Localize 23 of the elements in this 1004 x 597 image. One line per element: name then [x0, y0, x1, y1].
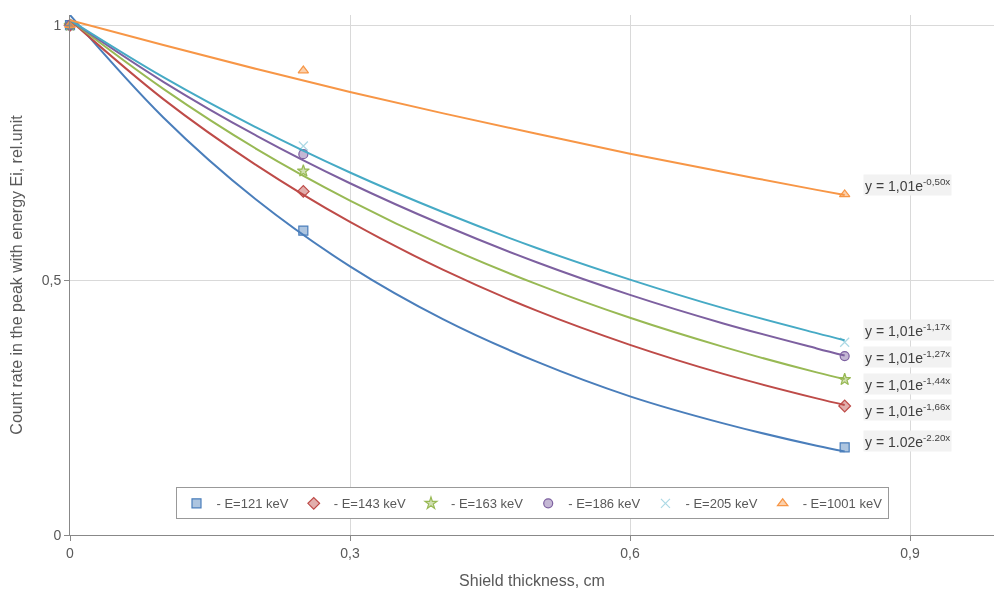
y-axis-title: Count rate in the peak with energy Ei, rel.unit: [7, 114, 25, 435]
annotation: y = 1,01e$^{-1,27x}$: [865, 348, 951, 366]
y-tick-label: 0: [53, 526, 62, 543]
point: [838, 399, 852, 413]
annotation: y = 1.02e$^{-2.20x}$: [865, 432, 951, 450]
x-tick-label: 0: [66, 544, 75, 561]
legend-label: - E=121 keV: [216, 496, 289, 512]
legend-label: - E=186 keV: [568, 496, 641, 512]
legend-label: - E=143 keV: [333, 496, 406, 512]
legend-label: - E=163 keV: [450, 496, 524, 512]
annotation: y = 1,01e$^{-1,17x}$: [865, 321, 951, 339]
y-tick-label: 1: [53, 17, 62, 34]
y-tick-label: 0,5: [41, 272, 62, 288]
x-tick-label: 0,3: [340, 544, 360, 561]
x-tick-label: 0,9: [900, 544, 920, 561]
annotation: y = 1,01e$^{-0,50x}$: [865, 176, 951, 194]
x-axis-title: Shield thickness, cm: [459, 572, 605, 590]
x-tick-label: 0,6: [620, 544, 640, 561]
legend-label: - E=205 keV: [685, 496, 758, 512]
annotation: y = 1,01e$^{-1,44x}$: [865, 375, 951, 393]
legend-label: - E=1001 keV: [802, 496, 883, 512]
point: [296, 164, 310, 177]
annotation: y = 1,01e$^{-1,66x}$: [865, 401, 951, 419]
